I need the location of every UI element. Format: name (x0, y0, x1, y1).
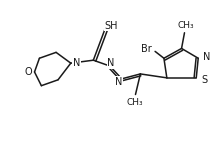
Text: N: N (203, 52, 210, 62)
Text: N: N (107, 58, 115, 68)
Text: S: S (201, 75, 207, 85)
Text: CH₃: CH₃ (126, 98, 143, 107)
Text: CH₃: CH₃ (177, 21, 194, 30)
Text: SH: SH (104, 21, 118, 31)
Text: N: N (73, 58, 80, 68)
Text: O: O (25, 67, 33, 77)
Text: N: N (115, 77, 122, 87)
Text: Br: Br (141, 44, 152, 54)
